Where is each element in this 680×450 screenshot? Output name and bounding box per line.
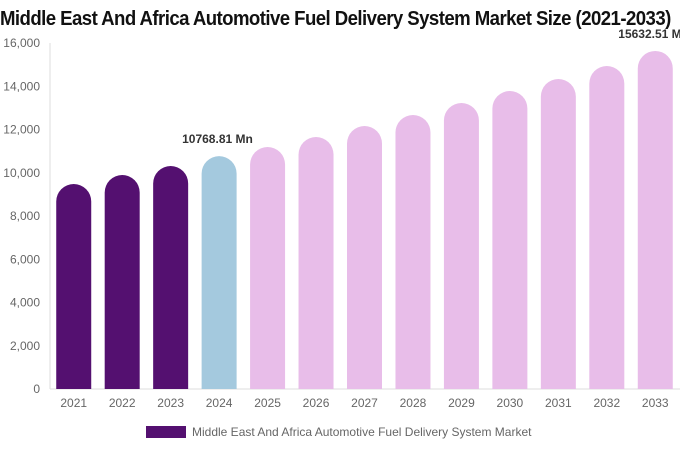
y-tick-label: 12,000: [3, 123, 40, 137]
x-tick-label: 2022: [109, 396, 136, 410]
bar-2029: [443, 103, 479, 390]
x-tick-label: 2032: [593, 396, 620, 410]
x-tick-label: 2023: [157, 396, 184, 410]
y-tick-label: 6,000: [10, 252, 40, 266]
chart-title: Middle East And Africa Automotive Fuel D…: [0, 8, 671, 30]
x-tick-label: 2021: [60, 396, 87, 410]
y-tick-label: 10,000: [3, 166, 40, 180]
bar-2025: [250, 147, 286, 389]
x-tick-label: 2024: [206, 396, 233, 410]
bar-2022: [104, 175, 140, 389]
y-tick-label: 16,000: [3, 36, 40, 50]
x-tick-label: 2033: [642, 396, 669, 410]
bar-2027: [347, 126, 382, 389]
bar-2021: [56, 184, 92, 389]
legend-swatch: [146, 426, 186, 438]
x-tick-label: 2030: [497, 396, 524, 410]
bar-2026: [298, 137, 334, 389]
bar-2023: [153, 166, 189, 389]
y-tick-label: 8,000: [10, 209, 40, 223]
y-tick-label: 14,000: [3, 79, 40, 93]
data-label-2033: 15632.51 Mn: [618, 27, 680, 41]
bar-2024: [201, 156, 237, 389]
legend: Middle East And Africa Automotive Fuel D…: [146, 425, 531, 439]
bar-2028: [395, 115, 431, 390]
data-label-2024: 10768.81 Mn: [182, 132, 253, 146]
bar-2031: [540, 79, 576, 389]
bar-2032: [589, 66, 625, 389]
x-tick-label: 2025: [254, 396, 281, 410]
x-tick-label: 2026: [303, 396, 330, 410]
x-tick-label: 2028: [400, 396, 427, 410]
y-tick-label: 4,000: [10, 296, 40, 310]
x-tick-label: 2029: [448, 396, 475, 410]
bar-2033: [637, 50, 673, 390]
legend-label: Middle East And Africa Automotive Fuel D…: [192, 425, 532, 439]
x-tick-label: 2031: [545, 396, 572, 410]
y-tick-label: 0: [33, 382, 40, 396]
x-tick-label: 2027: [351, 396, 378, 410]
y-tick-label: 2,000: [10, 339, 40, 353]
bar-2030: [492, 91, 528, 390]
